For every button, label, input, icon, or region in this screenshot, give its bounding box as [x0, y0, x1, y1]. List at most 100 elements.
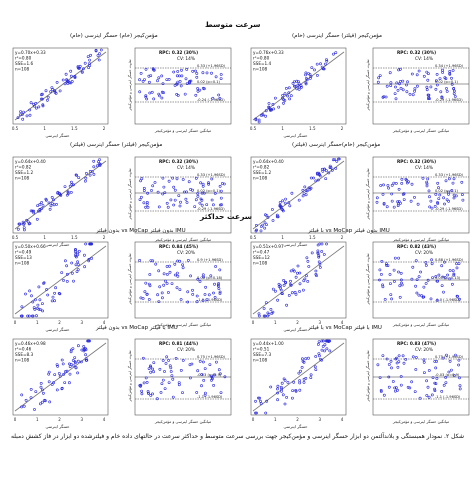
data-point: [83, 253, 86, 257]
data-point: [278, 201, 282, 204]
data-point: [451, 181, 455, 185]
data-point: [334, 166, 338, 170]
data-point: [147, 367, 151, 371]
regression-stat: n=108: [15, 67, 29, 72]
data-point: [426, 177, 430, 181]
data-point: [176, 271, 179, 275]
data-point: [77, 66, 81, 70]
data-point: [427, 189, 431, 193]
data-point: [64, 370, 67, 374]
data-point: [38, 208, 42, 212]
data-point: [254, 118, 258, 122]
data-point: [167, 78, 171, 81]
data-point: [179, 84, 183, 88]
mean-bias-label: 0.02 (p=0.1): [435, 189, 459, 193]
data-point: [35, 217, 39, 221]
data-point: [200, 384, 203, 388]
data-point: [211, 96, 215, 100]
data-point: [142, 201, 146, 205]
data-point: [413, 89, 417, 93]
data-point: [400, 283, 404, 287]
data-point: [284, 197, 288, 201]
data-point: [274, 96, 277, 100]
data-point: [332, 52, 335, 56]
data-point: [87, 66, 91, 70]
regression-stat: SSE=1.2: [253, 170, 271, 175]
data-point: [157, 300, 161, 304]
data-point: [31, 314, 35, 318]
data-point: [55, 363, 59, 367]
bland-altman-plot: RPC: 0.84 (45%) CV: 20% 0.9 (+1.96SD) 0.09 …: [125, 240, 233, 336]
data-point: [160, 382, 164, 386]
data-point: [189, 376, 192, 380]
data-point: [310, 251, 314, 255]
data-point: [393, 386, 397, 390]
data-point: [48, 400, 52, 404]
rpc-label: RPC: 0.32 (30%): [159, 159, 198, 165]
data-point: [267, 313, 271, 316]
data-point: [184, 197, 188, 201]
data-point: [212, 291, 215, 295]
data-point: [426, 278, 430, 282]
data-point: [434, 87, 438, 91]
data-point: [266, 216, 270, 219]
data-point: [310, 66, 314, 70]
data-point: [448, 177, 451, 181]
data-point: [281, 94, 285, 97]
plot-frame: [12, 338, 109, 416]
data-point: [178, 80, 182, 83]
data-point: [87, 257, 91, 261]
plot-frame: [250, 338, 347, 416]
data-point: [56, 190, 60, 194]
y-axis-label: تفاوت حسگر اینرسی و مؤمن‌کیجر: [365, 350, 370, 402]
data-point: [264, 314, 267, 318]
mean-bias-label: 0.09 (p=0.18): [197, 276, 223, 280]
data-point: [55, 203, 58, 206]
data-point: [420, 294, 424, 298]
data-point: [298, 271, 302, 275]
data-point: [268, 108, 272, 112]
data-point: [84, 179, 87, 183]
data-point: [323, 62, 327, 66]
data-point: [83, 265, 87, 269]
data-point: [446, 273, 450, 277]
data-point: [20, 314, 24, 318]
data-point: [382, 202, 386, 206]
data-point: [437, 186, 440, 190]
data-point: [413, 87, 417, 91]
data-point: [262, 314, 266, 318]
data-point: [68, 381, 71, 385]
data-point: [76, 251, 80, 255]
data-point: [317, 340, 321, 344]
data-point: [173, 198, 177, 202]
data-point: [143, 290, 147, 294]
data-point: [318, 265, 322, 269]
data-point: [77, 249, 81, 253]
data-point: [47, 370, 51, 374]
data-point: [328, 166, 332, 170]
data-point: [72, 183, 75, 187]
data-point: [302, 381, 306, 384]
x-tick-label: 2: [296, 417, 299, 422]
regression-stat: SSE=8.3: [15, 352, 33, 357]
data-point: [285, 87, 288, 90]
data-point: [210, 378, 213, 382]
data-point: [401, 354, 405, 358]
x-tick-label: 1: [36, 320, 39, 325]
data-point: [379, 184, 383, 187]
data-point: [322, 253, 326, 256]
data-point: [217, 284, 220, 288]
data-point: [399, 271, 403, 275]
data-point: [167, 358, 171, 362]
data-point: [325, 242, 328, 246]
data-point: [435, 79, 438, 83]
data-point: [427, 96, 431, 99]
data-point: [384, 263, 388, 267]
data-point: [22, 110, 26, 114]
data-point: [145, 381, 149, 384]
data-point: [430, 262, 434, 266]
regression-stat: r²=0.47: [253, 250, 270, 255]
data-point: [20, 305, 24, 309]
data-point: [151, 259, 155, 263]
data-point: [207, 293, 211, 297]
